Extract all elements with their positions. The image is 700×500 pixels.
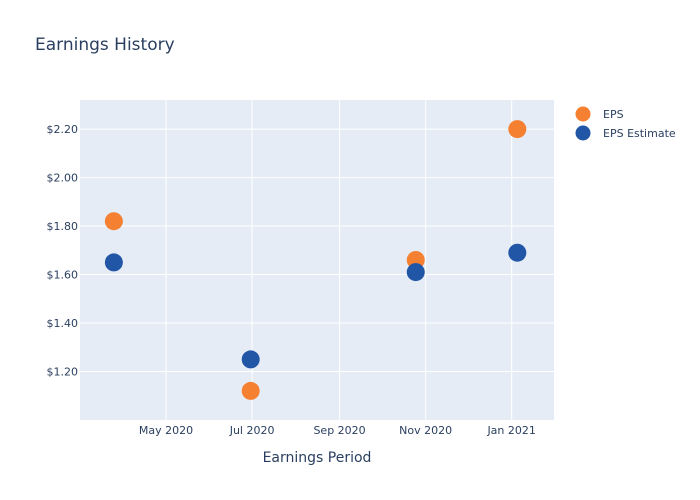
x-tick-label: Jul 2020: [229, 424, 275, 437]
eps-point[interactable]: [104, 212, 123, 231]
x-axis-title: Earnings Period: [263, 450, 372, 466]
eps-point[interactable]: [241, 381, 260, 400]
x-tick-label: Sep 2020: [313, 424, 365, 437]
legend-marker[interactable]: [575, 106, 591, 122]
eps-estimate-point[interactable]: [104, 253, 123, 272]
x-axis-ticks: May 2020 Jul 2020 Sep 2020 Nov 2020 Jan 2021: [139, 424, 536, 437]
eps-estimate-point[interactable]: [508, 243, 527, 262]
eps-estimate-point[interactable]: [241, 350, 260, 369]
data-points: [104, 120, 527, 400]
chart-title: Earnings History: [35, 35, 175, 55]
y-tick-label: $1.20: [47, 366, 79, 379]
y-tick-label: $1.60: [47, 269, 79, 282]
x-tick-label: Jan 2021: [486, 424, 535, 437]
y-tick-label: $1.40: [47, 317, 79, 330]
eps-point[interactable]: [508, 120, 527, 139]
y-tick-label: $1.80: [47, 220, 79, 233]
y-axis-ticks: $1.20 $1.40 $1.60 $1.80 $2.00 $2.20: [47, 123, 79, 378]
x-tick-label: May 2020: [139, 424, 193, 437]
y-tick-label: $2.20: [47, 123, 79, 136]
y-tick-label: $2.00: [47, 172, 79, 185]
legend-marker[interactable]: [575, 125, 591, 141]
eps-estimate-point[interactable]: [406, 263, 425, 282]
legend[interactable]: EPS EPS Estimate: [575, 106, 676, 141]
grid-lines: [80, 100, 554, 420]
plot-area: [80, 100, 554, 420]
legend-label[interactable]: EPS Estimate: [603, 127, 676, 140]
legend-label[interactable]: EPS: [603, 108, 624, 121]
x-tick-label: Nov 2020: [399, 424, 452, 437]
